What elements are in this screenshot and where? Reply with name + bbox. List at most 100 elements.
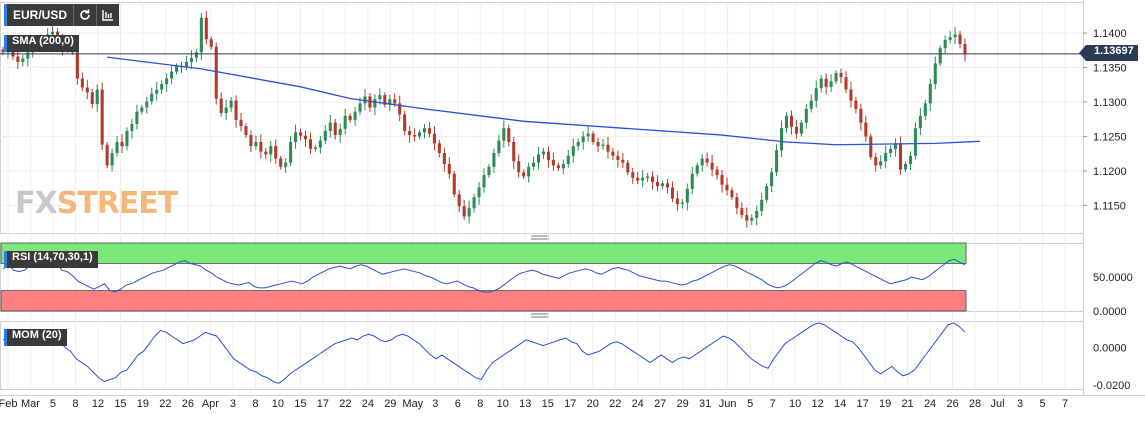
candle-body bbox=[953, 34, 957, 38]
candle-body bbox=[646, 176, 650, 178]
mom-tag[interactable]: MOM (20) bbox=[4, 329, 67, 346]
candle-body bbox=[779, 128, 784, 151]
x-tick-label: May bbox=[402, 398, 423, 410]
indicators-icon[interactable] bbox=[96, 4, 119, 26]
candle-body bbox=[551, 159, 555, 166]
candle-body bbox=[512, 141, 516, 162]
x-tick-label: Jul bbox=[991, 398, 1005, 410]
x-tick-label: 12 bbox=[811, 398, 823, 410]
candle-body bbox=[442, 153, 446, 165]
x-tick-label: 15 bbox=[294, 398, 306, 410]
candle-body bbox=[477, 187, 481, 198]
candle-body bbox=[155, 89, 159, 94]
candle-body bbox=[378, 95, 382, 100]
candle-body bbox=[373, 99, 377, 108]
mom-y-tick-label: 0.0000 bbox=[1093, 342, 1127, 354]
candle-body bbox=[680, 202, 684, 205]
x-tick-label: 13 bbox=[519, 398, 531, 410]
candle-body bbox=[854, 100, 858, 109]
x-tick-label: 10 bbox=[497, 398, 509, 410]
x-tick-label: 5 bbox=[747, 398, 753, 410]
candle-body bbox=[383, 95, 387, 105]
candle-body bbox=[432, 133, 436, 144]
candle-body bbox=[303, 135, 308, 140]
candle-body bbox=[199, 17, 203, 53]
x-tick-label: 3 bbox=[432, 398, 438, 410]
candle-body bbox=[784, 115, 789, 129]
candle-body bbox=[908, 155, 912, 165]
candle-body bbox=[770, 172, 774, 187]
candle-body bbox=[527, 166, 531, 177]
candle-body bbox=[606, 144, 610, 152]
x-tick-label: 15 bbox=[542, 398, 554, 410]
x-tick-label: 17 bbox=[564, 398, 576, 410]
x-tick-label: 24 bbox=[632, 398, 644, 410]
refresh-icon[interactable] bbox=[73, 4, 96, 26]
candle-body bbox=[244, 126, 248, 136]
candle-body bbox=[631, 172, 635, 178]
candle-body bbox=[447, 164, 451, 174]
y-tick-label: 1.1400 bbox=[1093, 28, 1127, 40]
x-tick-label: 22 bbox=[339, 398, 351, 410]
candle-body bbox=[541, 151, 546, 155]
candle-body bbox=[51, 31, 55, 35]
candle-body bbox=[849, 89, 853, 101]
x-tick-label: 26 bbox=[946, 398, 958, 410]
candle-body bbox=[651, 176, 655, 182]
sma-tag[interactable]: SMA (200,0) bbox=[4, 35, 79, 52]
candle-body bbox=[626, 162, 630, 173]
mom-y-tick-label: -0.0200 bbox=[1093, 380, 1130, 392]
x-tick-label: 7 bbox=[1062, 398, 1068, 410]
candle-body bbox=[665, 183, 670, 188]
x-tick-label: 3 bbox=[230, 398, 236, 410]
candle-body bbox=[844, 77, 848, 90]
candle-body bbox=[859, 108, 863, 123]
candle-body bbox=[685, 188, 689, 203]
candle-body bbox=[938, 48, 942, 64]
candle-body bbox=[254, 141, 258, 147]
x-tick-label: 8 bbox=[477, 398, 483, 410]
candle-body bbox=[333, 122, 337, 136]
candle-body bbox=[482, 175, 486, 188]
candle-body bbox=[284, 162, 288, 167]
candle-body bbox=[824, 78, 828, 87]
candle-body bbox=[21, 58, 25, 62]
candle-body bbox=[725, 184, 729, 191]
last-price-tag: 1.13697 bbox=[1079, 45, 1138, 61]
candle-body bbox=[819, 78, 823, 89]
candle-body bbox=[427, 128, 431, 134]
y-tick-label: 1.1350 bbox=[1093, 63, 1127, 75]
candle-body bbox=[963, 44, 967, 54]
candle-body bbox=[591, 133, 595, 142]
candle-body bbox=[775, 150, 779, 173]
candle-body bbox=[710, 162, 714, 170]
candle-body bbox=[636, 177, 640, 181]
candle-body bbox=[452, 173, 456, 195]
candle-body bbox=[95, 89, 99, 105]
candle-body bbox=[879, 161, 883, 166]
candle-body bbox=[368, 96, 372, 108]
candle-body bbox=[318, 140, 322, 148]
rsi-band-0 bbox=[0, 242, 967, 264]
candle-body bbox=[110, 153, 114, 166]
candle-body bbox=[948, 37, 952, 40]
candle-body bbox=[566, 155, 570, 165]
x-tick-label: 24 bbox=[924, 398, 936, 410]
candle-body bbox=[348, 115, 352, 120]
x-tick-label: 19 bbox=[137, 398, 149, 410]
candle-body bbox=[1, 49, 5, 53]
symbol-label[interactable]: EUR/USD bbox=[4, 4, 73, 26]
candle-body bbox=[933, 63, 937, 85]
candle-body bbox=[517, 161, 521, 173]
rsi-tag[interactable]: RSI (14,70,30,1) bbox=[4, 251, 98, 268]
candle-body bbox=[889, 148, 893, 154]
chart-toolbar: EUR/USD bbox=[4, 4, 120, 26]
candle-body bbox=[398, 103, 402, 115]
x-tick-label: 10 bbox=[272, 398, 284, 410]
x-tick-label: 8 bbox=[72, 398, 78, 410]
candle-body bbox=[561, 164, 565, 169]
candle-body bbox=[586, 133, 590, 137]
candle-body bbox=[700, 158, 704, 166]
candle-body bbox=[943, 39, 947, 49]
